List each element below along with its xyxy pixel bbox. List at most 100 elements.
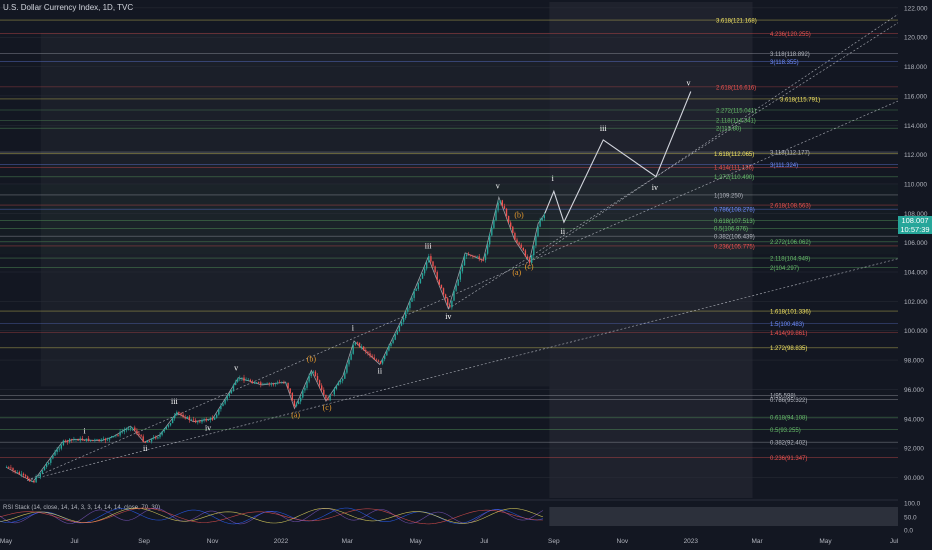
candle-body — [281, 382, 283, 384]
time-tick-label: Nov — [207, 538, 219, 545]
candle-body — [472, 255, 474, 257]
candle-body — [92, 440, 94, 441]
candle-body — [293, 400, 296, 407]
candle-body — [447, 298, 449, 305]
candle-body — [367, 351, 369, 354]
time-tick-label: May — [0, 538, 13, 545]
trendline — [27, 258, 899, 481]
candle-body — [499, 200, 501, 203]
rsi-line — [0, 507, 543, 525]
candle-body — [468, 254, 470, 256]
fib-level-label: 3(111.324) — [770, 163, 798, 169]
candle-body — [409, 301, 411, 309]
candle-body — [224, 399, 226, 404]
candle-body — [318, 380, 321, 386]
fib-level-label: 1.414(111.136) — [714, 166, 754, 172]
candle-body — [75, 439, 77, 441]
fib-level-label: 1(109.250) — [714, 193, 743, 199]
candle-body — [94, 439, 96, 441]
time-tick-label: Jul — [480, 538, 489, 545]
price-tick-label: 102.000 — [904, 299, 928, 306]
candle-body — [484, 253, 487, 261]
candle-body — [218, 409, 220, 415]
wave-label: iv — [205, 423, 211, 432]
wave-label: ii — [143, 444, 148, 453]
fib-level-label: 0.786(95.322) — [770, 398, 807, 404]
candle-body — [180, 413, 182, 415]
candle-body — [199, 421, 201, 423]
candle-body — [335, 385, 338, 389]
wave-labels: iiiiiiivv(a)(b)(c)iiiiiiivv(b)(a)(c)iiii… — [83, 79, 690, 453]
price-tick-label: 110.000 — [904, 181, 927, 188]
candle-body — [262, 383, 264, 385]
candle-body — [167, 425, 170, 427]
candle-body — [155, 437, 157, 439]
price-tick-label: 112.000 — [904, 152, 927, 159]
candle-body — [182, 414, 184, 418]
price-tick-label: 118.000 — [904, 64, 927, 71]
price-axis[interactable]: 122.000 120.000 118.000 116.000 114.000 112.0… — [898, 0, 932, 550]
fib-level-label: 2.618(108.563) — [770, 203, 811, 209]
candle-body — [209, 418, 212, 420]
candle-body — [501, 200, 503, 207]
candle-body — [60, 445, 62, 449]
candle-body — [205, 418, 207, 421]
candle-body — [66, 440, 69, 442]
candle-body — [239, 378, 241, 380]
candle-body — [258, 382, 260, 384]
candle-body — [337, 382, 340, 386]
candle-body — [132, 427, 134, 429]
candle-body — [41, 470, 44, 474]
candle-body — [459, 271, 461, 280]
candle-body — [96, 439, 98, 441]
bar-countdown: 10:57:39 — [900, 225, 930, 234]
fib-level-label: 0.236(105.775) — [714, 244, 755, 250]
candle-body — [176, 412, 178, 416]
candle-body — [352, 344, 354, 354]
candle-body — [146, 441, 149, 443]
wave-label: iii — [171, 397, 178, 406]
candle-body — [304, 387, 306, 391]
last-price-tag: 108.007 10:57:39 — [898, 216, 932, 234]
candle-body — [411, 297, 413, 302]
candle-body — [415, 288, 417, 292]
fib-level-label: 0.5(106.976) — [714, 227, 748, 233]
candle-body — [512, 226, 514, 234]
candle-body — [22, 473, 25, 476]
candle-body — [150, 438, 153, 442]
candle-body — [505, 208, 508, 216]
candle-body — [192, 419, 195, 421]
candle-body — [121, 431, 123, 433]
candle-body — [291, 393, 293, 401]
candle-body — [371, 355, 373, 358]
candle-body — [312, 371, 314, 373]
time-axis-background — [0, 532, 898, 550]
candle-body — [423, 268, 426, 274]
candle-body — [522, 247, 524, 251]
candle-body — [392, 339, 394, 343]
candle-body — [104, 438, 107, 441]
candle-body — [344, 372, 346, 379]
candle-body — [140, 435, 142, 437]
wave-label: v — [234, 363, 238, 372]
candle-body — [129, 428, 132, 429]
candle-body — [486, 244, 489, 254]
candle-body — [190, 419, 193, 421]
candle-body — [339, 380, 342, 383]
candle-body — [50, 458, 52, 463]
candle-body — [230, 390, 233, 394]
candle-body — [346, 364, 348, 373]
candle-body — [232, 384, 235, 391]
time-axis[interactable]: May Jul Sep Nov 2022 Mar May Jul Sep Nov 2023 Mar Ma… — [0, 532, 899, 550]
candle-body — [432, 261, 434, 267]
projection-zone — [549, 2, 753, 498]
wave-projection — [544, 91, 692, 224]
price-tick-label: 94.000 — [904, 416, 924, 423]
candle-body — [169, 423, 172, 426]
candle-body — [77, 439, 79, 441]
candle-body — [541, 217, 543, 221]
candle-body — [316, 376, 319, 381]
candle-body — [329, 394, 331, 401]
candle-body — [27, 476, 29, 480]
